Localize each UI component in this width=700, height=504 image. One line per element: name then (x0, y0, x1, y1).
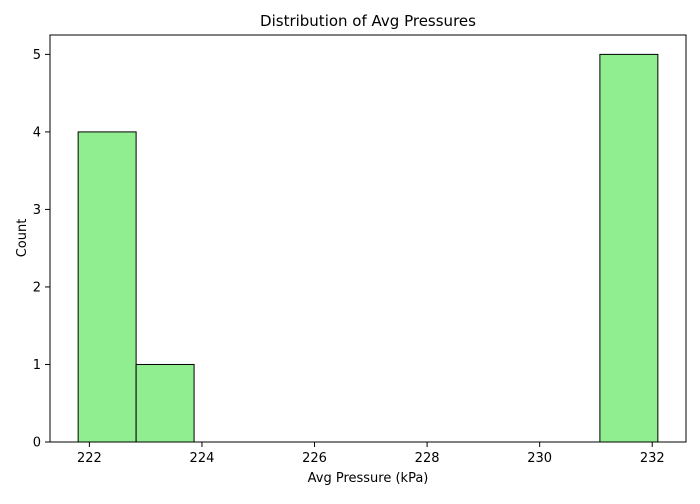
x-axis-label: Avg Pressure (kPa) (308, 471, 429, 486)
x-tick-label: 226 (302, 451, 327, 466)
y-tick-label: 0 (33, 436, 41, 451)
axes-layer: 222 224 226 228 230 232 0 1 2 3 4 5 (33, 34, 687, 466)
histogram-bar (599, 53, 659, 443)
x-tick-label: 230 (527, 451, 552, 466)
y-tick-label: 5 (33, 48, 41, 63)
chart-title: Distribution of Avg Pressures (260, 12, 476, 30)
histogram-bar (77, 131, 137, 443)
x-tick-label: 224 (190, 451, 215, 466)
bars-layer (77, 53, 659, 443)
y-tick-label: 3 (33, 203, 41, 218)
plot-frame (49, 34, 687, 443)
x-tick-label: 232 (640, 451, 665, 466)
y-tick-label: 2 (33, 280, 41, 295)
y-axis-label: Count (15, 219, 30, 258)
y-tick-label: 1 (33, 358, 41, 373)
histogram-bar (135, 363, 195, 443)
x-tick-label: 222 (77, 451, 102, 466)
x-tick-label: 228 (415, 451, 440, 466)
y-tick-label: 4 (33, 125, 41, 140)
